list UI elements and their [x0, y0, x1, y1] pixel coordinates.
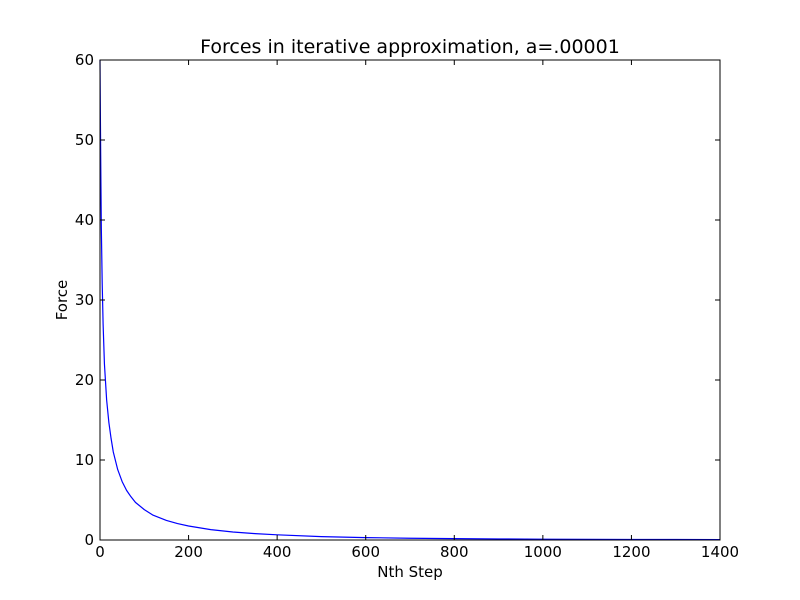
y-axis-label: Force: [53, 280, 71, 321]
chart-title: Forces in iterative approximation, a=.00…: [200, 36, 620, 58]
x-tick-label: 1400: [701, 543, 739, 561]
x-tick-label: 0: [95, 543, 105, 561]
x-axis-label: Nth Step: [377, 563, 443, 581]
y-tick-label: 20: [75, 371, 94, 389]
y-tick-label: 30: [75, 291, 94, 309]
y-tick-label: 50: [75, 131, 94, 149]
y-tick-label: 40: [75, 211, 94, 229]
y-tick-label: 60: [75, 51, 94, 69]
x-tick-label: 1200: [612, 543, 650, 561]
x-tick-label: 600: [351, 543, 380, 561]
series-line-0: [99, 59, 721, 541]
y-tick-label: 0: [84, 531, 94, 549]
y-tick-label: 10: [75, 451, 94, 469]
x-axis-ticks: 0 200 400 600 800 1000 1200 1400: [95, 60, 739, 561]
x-tick-label: 1000: [524, 543, 562, 561]
x-tick-label: 400: [263, 543, 292, 561]
x-tick-label: 800: [440, 543, 469, 561]
y-axis-ticks: 0 10 20 30 40 50 60: [75, 51, 720, 549]
x-tick-label: 200: [174, 543, 203, 561]
